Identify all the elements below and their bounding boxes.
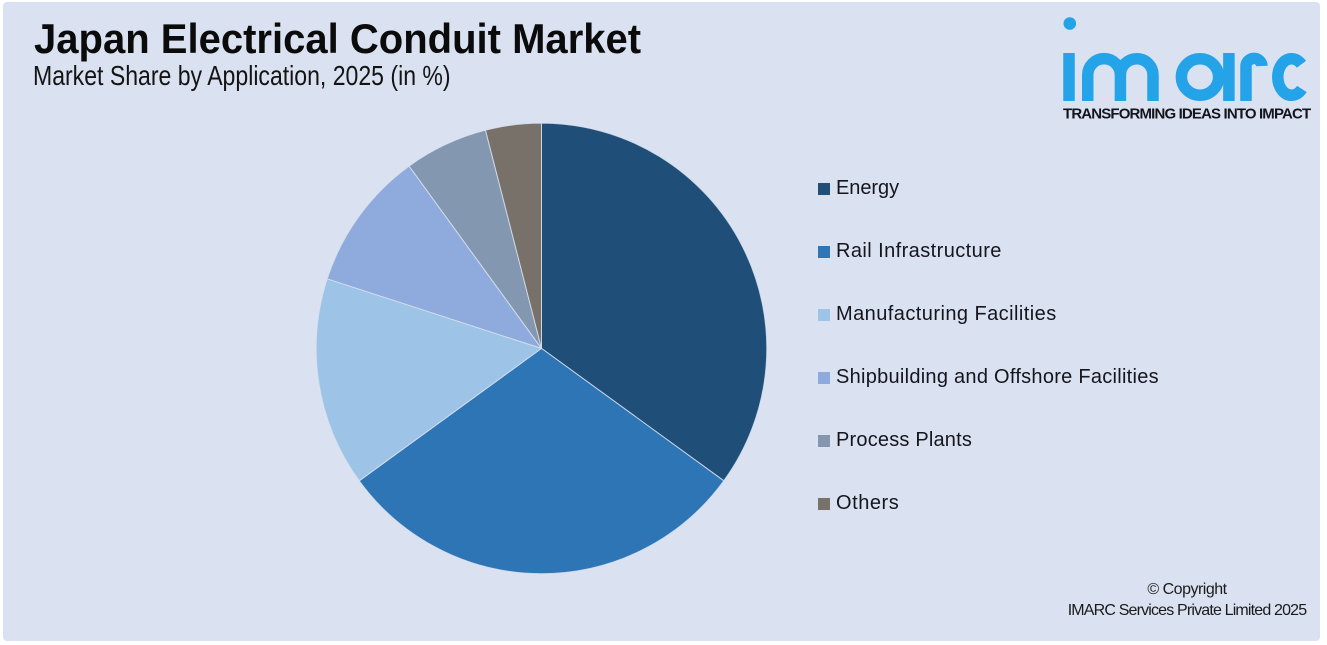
svg-text:TRANSFORMING IDEAS INTO IMPACT: TRANSFORMING IDEAS INTO IMPACT	[1063, 106, 1311, 123]
